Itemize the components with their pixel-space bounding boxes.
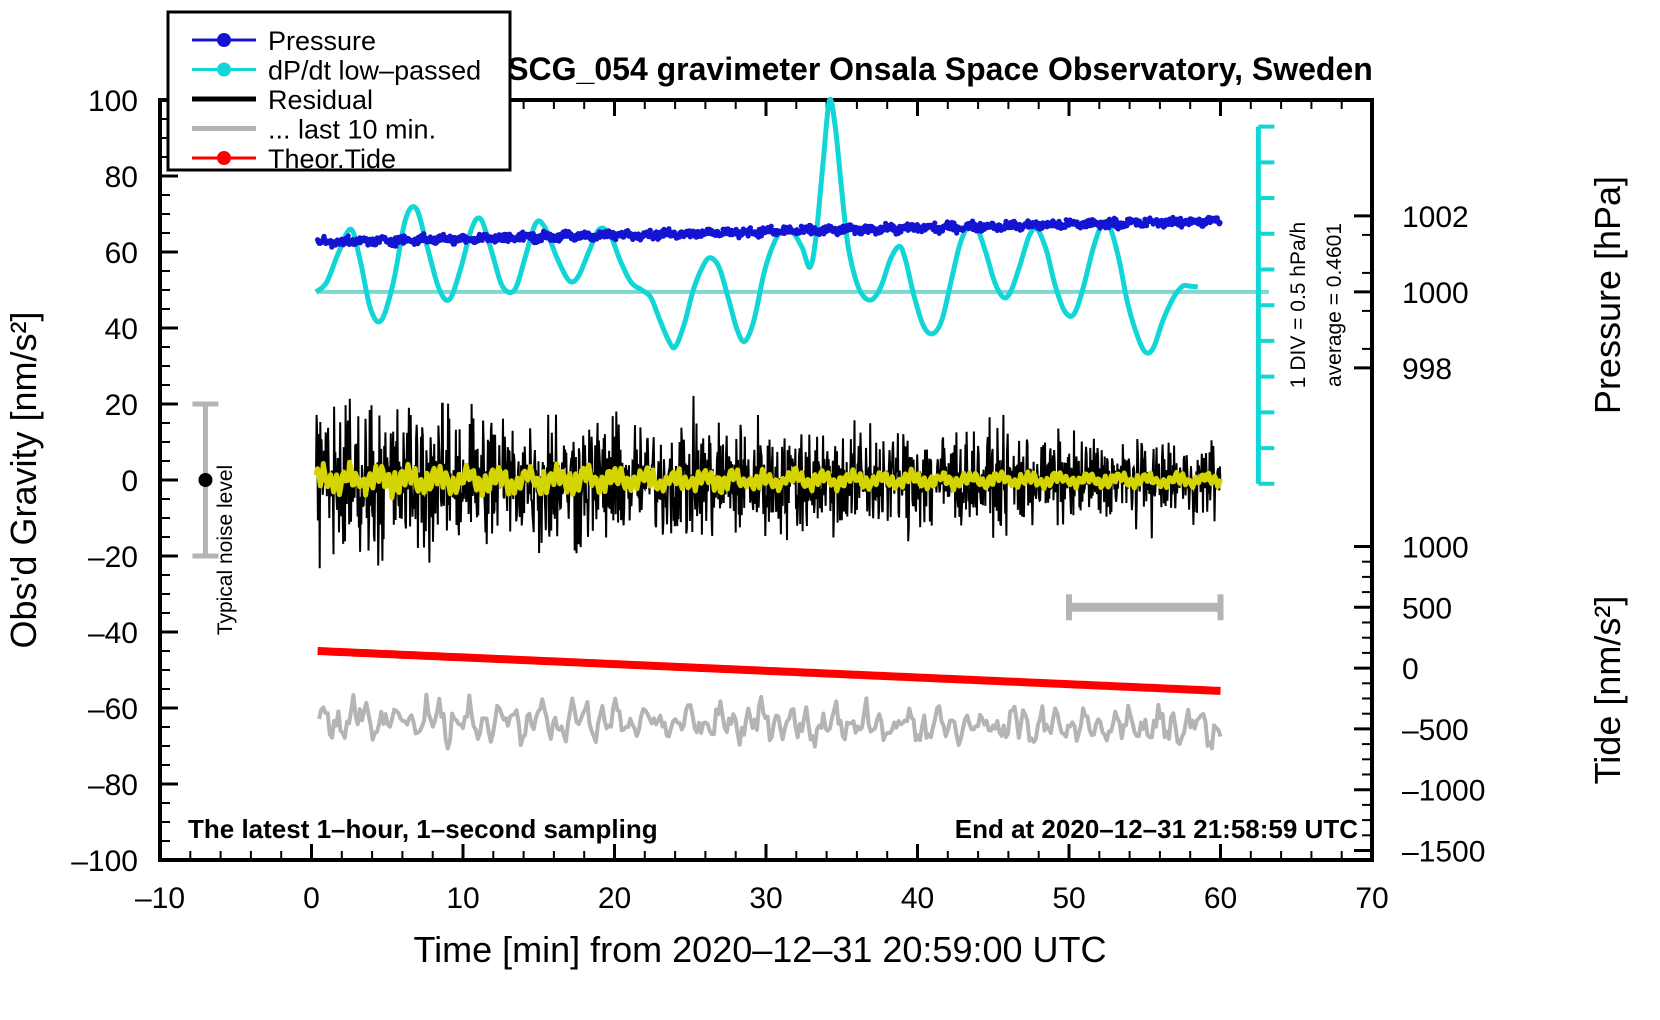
y-axis-title-pressure: Pressure [hPa] xyxy=(1587,176,1628,414)
svg-text:70: 70 xyxy=(1355,882,1388,915)
x-axis-title: Time [min] from 2020–12–31 20:59:00 UTC xyxy=(413,929,1106,970)
pressure-point xyxy=(1217,220,1223,226)
y-axis-title-tide: Tide [nm/s²] xyxy=(1587,596,1628,785)
series-dpdt-lowpassed xyxy=(314,96,1199,356)
series-theor-tide xyxy=(317,647,1221,695)
svg-text:–100: –100 xyxy=(71,845,138,878)
legend-label: Residual xyxy=(268,85,373,115)
legend-box xyxy=(166,10,512,172)
x-tick-labels: –10 0 10 20 30 40 50 60 70 xyxy=(135,882,1389,915)
tide-tick-labels: 1000 500 0 –500 –1000 –1500 xyxy=(1402,532,1485,869)
svg-text:20: 20 xyxy=(105,389,138,422)
y-axis-ticks-left xyxy=(160,98,178,862)
y-tick-labels-left: 100 80 60 40 20 0 –20 –40 –60 –80 –100 xyxy=(71,85,138,878)
typical-noise-level-marker xyxy=(192,401,219,559)
pressure-tick-labels: 1002 1000 998 xyxy=(1402,201,1469,386)
svg-text:60: 60 xyxy=(105,237,138,270)
pressure-point xyxy=(421,231,427,237)
svg-text:0: 0 xyxy=(121,465,138,498)
legend-label: Pressure xyxy=(268,26,376,56)
data-series-layer xyxy=(313,96,1269,751)
plot-title: SCG_054 gravimeter Onsala Space Observat… xyxy=(507,51,1373,87)
legend-item-4[interactable]: ... last 10 min. xyxy=(192,115,436,145)
legend-dot-marker xyxy=(217,151,231,165)
svg-text:40: 40 xyxy=(105,313,138,346)
svg-text:50: 50 xyxy=(1052,882,1085,915)
y-axis-title-left: Obs'd Gravity [nm/s²] xyxy=(3,312,44,649)
x-axis-ticks xyxy=(158,100,1374,860)
pressure-point xyxy=(647,227,653,233)
legend-item-2[interactable]: dP/dt low–passed xyxy=(192,56,481,86)
svg-text:–10: –10 xyxy=(135,882,185,915)
svg-text:500: 500 xyxy=(1402,592,1452,625)
legend-label: dP/dt low–passed xyxy=(268,56,481,86)
svg-text:80: 80 xyxy=(105,161,138,194)
legend-item-3[interactable]: Residual xyxy=(192,85,373,115)
legend-label: Theor.Tide xyxy=(268,144,396,174)
legend-dot-marker xyxy=(217,62,231,77)
svg-text:60: 60 xyxy=(1204,882,1237,915)
pressure-point xyxy=(747,225,754,231)
svg-text:–1000: –1000 xyxy=(1402,775,1485,808)
series-residual-smoothed xyxy=(313,459,1223,501)
footer-note-left: The latest 1–hour, 1–second sampling xyxy=(188,814,658,844)
svg-text:–60: –60 xyxy=(88,693,138,726)
svg-text:–40: –40 xyxy=(88,617,138,650)
svg-text:0: 0 xyxy=(303,882,320,915)
y-axis-ticks-right xyxy=(1354,214,1372,852)
pressure-point xyxy=(345,233,351,239)
svg-text:0: 0 xyxy=(1402,653,1419,686)
svg-text:100: 100 xyxy=(88,85,138,118)
dpdt-scale-div-label: 1 DIV = 0.5 hPa/h xyxy=(1287,222,1310,388)
legend-dot-marker xyxy=(217,33,231,47)
svg-text:10: 10 xyxy=(446,882,479,915)
svg-text:998: 998 xyxy=(1402,353,1452,386)
typical-noise-level-label: Typical noise level xyxy=(214,465,237,635)
pressure-point xyxy=(768,223,774,229)
svg-text:40: 40 xyxy=(901,882,934,915)
legend-label: ... last 10 min. xyxy=(268,115,436,145)
noise-center-dot xyxy=(198,473,213,487)
footer-note-right: End at 2020–12–31 21:58:59 UTC xyxy=(955,814,1358,844)
pressure-point xyxy=(932,220,938,226)
svg-text:20: 20 xyxy=(598,882,631,915)
series-last-10-min xyxy=(317,692,1223,751)
series-pressure xyxy=(315,214,1223,250)
svg-text:–500: –500 xyxy=(1402,714,1469,747)
svg-text:1000: 1000 xyxy=(1402,277,1469,310)
pressure-point xyxy=(538,238,545,244)
legend-item-5[interactable]: Theor.Tide xyxy=(192,144,396,174)
svg-text:–1500: –1500 xyxy=(1402,836,1485,869)
dpdt-average-label: average = 0.4601 xyxy=(1323,223,1346,387)
scalebar-layer xyxy=(1066,124,1275,621)
svg-text:–80: –80 xyxy=(88,769,138,802)
svg-text:–20: –20 xyxy=(88,541,138,574)
svg-text:1002: 1002 xyxy=(1402,201,1469,234)
svg-text:30: 30 xyxy=(749,882,782,915)
legend-item-1[interactable]: Pressure xyxy=(192,26,376,56)
svg-text:1000: 1000 xyxy=(1402,532,1469,565)
